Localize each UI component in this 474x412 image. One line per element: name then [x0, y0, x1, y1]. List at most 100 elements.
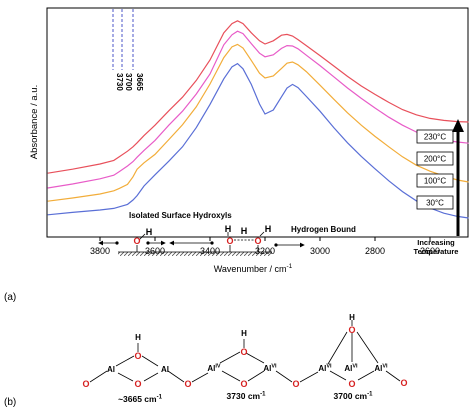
x-tick-3000: 3000 [310, 237, 330, 256]
x-axis: 3800 3600 3400 3200 3000 2800 2600 [90, 237, 440, 256]
struct1-h: H [135, 333, 141, 342]
x-tick-label-3400: 3400 [200, 246, 220, 256]
struct2-al-left-sup: IV [215, 364, 221, 370]
structure-bridging-hydroxyl: O Al O H Al O O ~3665 cm-1 [82, 333, 191, 404]
series-line-3 [47, 62, 469, 219]
series-line-0 [47, 20, 469, 174]
x-tick-label-3800: 3800 [90, 246, 110, 256]
structure-tri-coordinated-hydroxyl: AlVI O H AlVI AlVI O O 3700 cm-1 [299, 313, 408, 401]
struct1-o-top: O [134, 351, 141, 361]
struct3-o-bottom: O [348, 379, 355, 389]
series-line-2 [47, 43, 469, 202]
struct2-caption-sup: -1 [260, 392, 266, 398]
struct3-al-left: AlVI [318, 364, 332, 374]
struct1-al-left: Al [107, 365, 115, 374]
temperature-arrowhead [452, 119, 464, 132]
hbound-h-atom-3: H [265, 224, 272, 234]
struct2-caption-text: 3730 cm [227, 391, 261, 401]
hydrogen-bound-label: Hydrogen Bound [291, 225, 356, 234]
temperature-label-1: Increasing [417, 238, 455, 247]
struct2-o-top: O [240, 347, 247, 357]
temperature-label-2: Temperature [414, 247, 459, 256]
struct3-caption-text: 3700 cm [334, 391, 368, 401]
struct3-al-mid-symbol: Al [344, 364, 352, 373]
struct3-al-right: AlVI [374, 364, 388, 374]
plot-frame [46, 7, 469, 238]
series-line-1 [47, 30, 469, 189]
hbound-h-atom-1: H [225, 224, 232, 234]
legend-100-label: 100°C [424, 177, 447, 186]
x-tick-label-2800: 2800 [365, 246, 385, 256]
x-axis-label-text: Wavenumber / cm [214, 264, 287, 274]
struct3-al-left-sup: VI [326, 364, 332, 370]
x-tick-3800: 3800 [90, 237, 110, 256]
hbound-oh-2 [259, 231, 265, 237]
x-tick-3600: 3600 [145, 237, 165, 256]
struct1-caption-sup: -1 [157, 395, 163, 401]
struct2-o-bottom: O [240, 379, 247, 389]
legend-30: 30°C [416, 195, 454, 210]
x-axis-label-sup: -1 [286, 263, 292, 270]
struct3-al-right-sup: VI [382, 364, 388, 370]
isolated-hydroxyls-label: Isolated Surface Hydroxyls [129, 211, 232, 220]
struct3-al-left-symbol: Al [318, 364, 326, 373]
struct3-al-mid: AlVI [344, 364, 358, 374]
struct3-al-right-symbol: Al [374, 364, 382, 373]
range-arrows [98, 240, 305, 248]
hbound-o-atom-2: O [254, 236, 261, 246]
peak-label-3730: 3730 [115, 73, 124, 91]
x-tick-label-3000: 3000 [310, 246, 330, 256]
x-axis-label: Wavenumber / cm-1 [214, 263, 293, 274]
panel-a-label: (a) [4, 292, 16, 303]
struct1-caption: ~3665 cm-1 [118, 394, 163, 404]
struct1-o-right: O [184, 379, 191, 389]
struct2-h: H [241, 329, 247, 338]
peak-marker-lines [112, 9, 134, 70]
y-axis-label: Absorbance / a.u. [29, 85, 40, 159]
legend-100: 100°C [416, 173, 454, 188]
struct2-o-right: O [292, 379, 299, 389]
spectra-panel: 3730 3700 3665 230°C 200°C 100°C 30°C In… [4, 7, 469, 303]
peak-label-3665: 3665 [135, 73, 144, 91]
legend-230: 230°C [416, 129, 454, 144]
legend-200-label: 200°C [424, 155, 447, 164]
x-tick-2600: 2600 [420, 237, 440, 256]
struct1-caption-text: ~3665 cm [118, 394, 157, 404]
struct3-h: H [349, 313, 355, 322]
legend-200: 200°C [416, 151, 454, 166]
struct3-al-mid-sup: VI [352, 364, 358, 370]
x-tick-3200: 3200 [255, 237, 275, 256]
x-tick-2800: 2800 [365, 237, 385, 256]
structures-panel: (b) O Al O H Al O O ~3665 cm-1 [4, 313, 408, 408]
isolated-oh-bond-h [138, 233, 146, 241]
struct2-al-left: AlIV [207, 364, 221, 374]
struct1-o-bottom: O [134, 379, 141, 389]
struct3-o-right: O [400, 378, 407, 388]
panel-b-label: (b) [4, 397, 16, 408]
struct2-al-left-symbol: Al [207, 364, 215, 373]
x-tick-label-2600: 2600 [420, 246, 440, 256]
struct2-al-right-symbol: Al [263, 364, 271, 373]
hbound-h-atom-2: H [241, 226, 248, 236]
struct1-al-right: Al [161, 365, 169, 374]
struct2-al-right-sup: VI [271, 364, 277, 370]
x-tick-3400: 3400 [200, 237, 220, 256]
hbound-o-atom-1: O [226, 236, 233, 246]
x-tick-label-3600: 3600 [145, 246, 165, 256]
peak-label-3700: 3700 [124, 73, 133, 91]
struct2-caption: 3730 cm-1 [227, 391, 267, 401]
surface-hatch [118, 252, 272, 256]
isolated-o-atom: O [133, 236, 140, 246]
x-tick-label-3200: 3200 [255, 246, 275, 256]
struct2-al-right: AlVI [263, 364, 277, 374]
legend-230-label: 230°C [424, 133, 447, 142]
legend-30-label: 30°C [426, 199, 444, 208]
structure-terminal-hydroxyl: AlIV O H AlVI O O 3730 cm-1 [191, 329, 300, 401]
struct3-caption-sup: -1 [367, 392, 373, 398]
series-layer [47, 20, 469, 219]
isolated-h-atom: H [146, 227, 153, 237]
struct3-caption: 3700 cm-1 [334, 391, 374, 401]
struct1-o-left: O [82, 379, 89, 389]
struct3-o-top: O [348, 325, 355, 335]
